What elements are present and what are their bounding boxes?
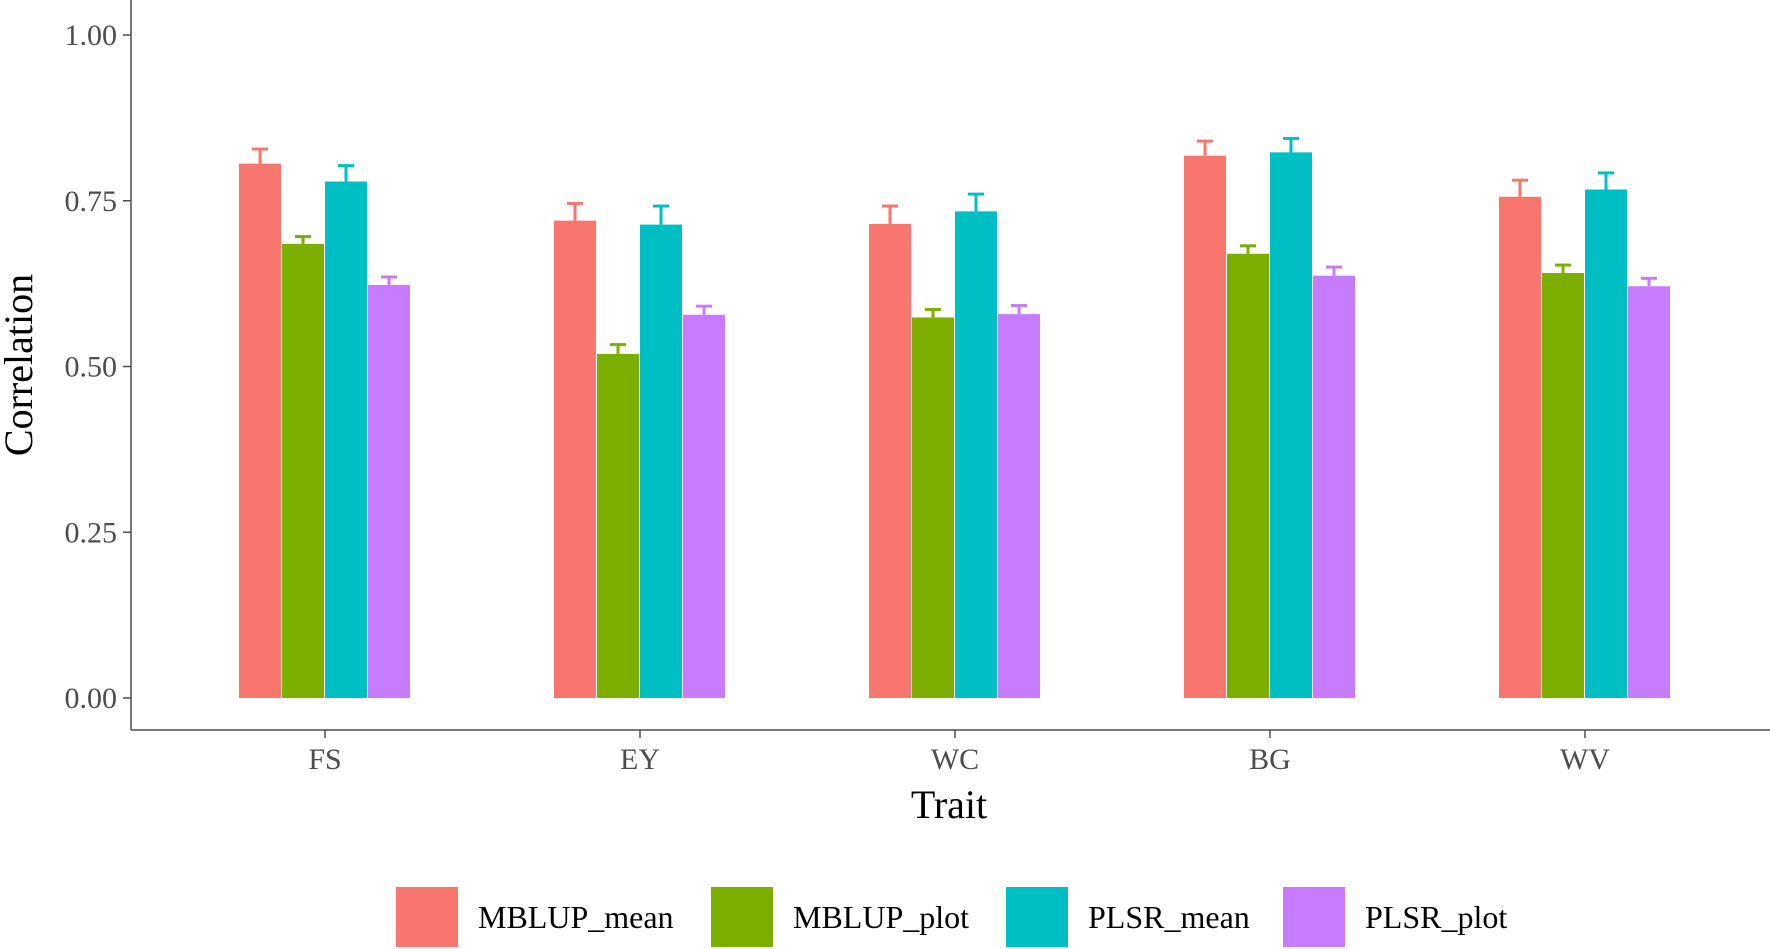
bar-PLSR_mean-EY xyxy=(640,224,682,699)
bar-MBLUP_mean-WC xyxy=(869,223,911,698)
bar-PLSR_mean-BG xyxy=(1270,152,1312,698)
legend-label-PLSR_plot: PLSR_plot xyxy=(1365,899,1507,935)
bar-PLSR_plot-EY xyxy=(683,314,725,698)
x-tick-label: EY xyxy=(620,743,660,776)
y-ticks: 0.00 0.25 0.50 0.75 1.00 xyxy=(65,19,131,715)
bar-MBLUP_plot-EY xyxy=(597,353,639,698)
legend-label-PLSR_mean: PLSR_mean xyxy=(1088,899,1250,935)
legend-label-MBLUP_plot: MBLUP_plot xyxy=(793,899,969,935)
bar-MBLUP_mean-WV xyxy=(1499,196,1541,698)
bar-MBLUP_plot-WC xyxy=(912,317,954,698)
y-axis-title: Correlation xyxy=(0,274,41,456)
y-tick-label: 0.50 xyxy=(65,351,118,384)
legend-swatch-MBLUP_mean xyxy=(396,887,458,947)
bar-MBLUP_plot-WV xyxy=(1542,273,1584,698)
bar-MBLUP_plot-FS xyxy=(282,243,324,698)
bar-PLSR_mean-WC xyxy=(955,211,997,698)
bar-PLSR_mean-WV xyxy=(1585,189,1627,698)
bar-PLSR_mean-FS xyxy=(325,181,367,698)
x-tick-label: FS xyxy=(308,743,341,776)
legend-swatch-PLSR_mean xyxy=(1006,887,1068,947)
x-axis-title: Trait xyxy=(911,782,987,827)
legend-swatch-MBLUP_plot xyxy=(711,887,773,947)
y-tick-label: 0.00 xyxy=(65,682,118,715)
legend-swatch-PLSR_plot xyxy=(1283,887,1345,947)
y-tick-label: 0.75 xyxy=(65,185,118,218)
bar-PLSR_plot-BG xyxy=(1313,275,1355,698)
legend: MBLUP_mean MBLUP_plot PLSR_mean PLSR_plot xyxy=(396,887,1507,947)
axes-layer xyxy=(130,0,1770,731)
x-tick-label: BG xyxy=(1249,743,1291,776)
bar-MBLUP_mean-BG xyxy=(1184,155,1226,698)
x-tick-label: WC xyxy=(931,743,979,776)
x-ticks: FS EY WC BG WV xyxy=(308,730,1610,776)
bar-PLSR_plot-FS xyxy=(368,284,410,698)
bar-PLSR_plot-WV xyxy=(1628,286,1670,698)
y-tick-label: 0.25 xyxy=(65,516,118,549)
x-tick-label: WV xyxy=(1560,743,1610,776)
bar-PLSR_plot-WC xyxy=(998,314,1040,698)
bar-MBLUP_plot-BG xyxy=(1227,253,1269,699)
bars-layer xyxy=(239,136,1670,699)
bar-MBLUP_mean-EY xyxy=(554,220,596,698)
bar-MBLUP_mean-FS xyxy=(239,163,281,698)
legend-label-MBLUP_mean: MBLUP_mean xyxy=(478,899,674,935)
y-tick-label: 1.00 xyxy=(65,19,118,52)
